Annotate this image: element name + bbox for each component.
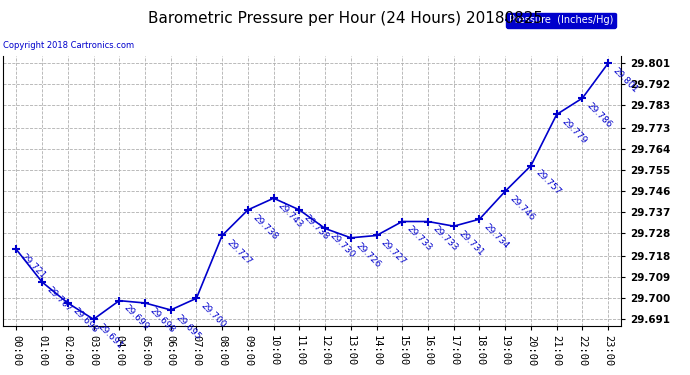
Pressure  (Inches/Hg) (346, 236, 355, 240)
Pressure  (Inches/Hg) (578, 96, 586, 100)
Pressure  (Inches/Hg) (166, 308, 175, 312)
Pressure  (Inches/Hg) (12, 247, 21, 252)
Pressure  (Inches/Hg) (141, 301, 149, 305)
Pressure  (Inches/Hg) (244, 208, 252, 212)
Text: 29.779: 29.779 (560, 117, 588, 146)
Text: 29.695: 29.695 (173, 313, 202, 341)
Pressure  (Inches/Hg) (295, 208, 304, 212)
Pressure  (Inches/Hg) (193, 296, 201, 301)
Pressure  (Inches/Hg) (501, 189, 509, 194)
Text: 29.733: 29.733 (405, 224, 434, 253)
Text: 29.786: 29.786 (585, 101, 614, 129)
Text: 29.801: 29.801 (611, 66, 640, 94)
Text: Copyright 2018 Cartronics.com: Copyright 2018 Cartronics.com (3, 41, 135, 50)
Text: 29.730: 29.730 (328, 231, 357, 260)
Text: 29.743: 29.743 (277, 201, 305, 229)
Text: Barometric Pressure per Hour (24 Hours) 20180825: Barometric Pressure per Hour (24 Hours) … (148, 11, 542, 26)
Text: 29.699: 29.699 (122, 303, 150, 332)
Pressure  (Inches/Hg) (604, 61, 612, 66)
Pressure  (Inches/Hg) (90, 317, 98, 321)
Text: 29.738: 29.738 (302, 213, 331, 241)
Text: 29.734: 29.734 (482, 222, 511, 251)
Pressure  (Inches/Hg) (398, 219, 406, 224)
Text: 29.721: 29.721 (19, 252, 48, 281)
Pressure  (Inches/Hg) (475, 217, 484, 221)
Text: 29.746: 29.746 (508, 194, 537, 223)
Pressure  (Inches/Hg) (424, 219, 432, 224)
Text: 29.700: 29.700 (199, 301, 228, 330)
Text: 29.738: 29.738 (250, 213, 279, 241)
Text: 29.691: 29.691 (97, 322, 125, 351)
Pressure  (Inches/Hg) (270, 196, 278, 201)
Pressure  (Inches/Hg) (63, 301, 72, 305)
Text: 29.727: 29.727 (225, 238, 253, 267)
Text: 29.733: 29.733 (431, 224, 460, 253)
Legend: Pressure  (Inches/Hg): Pressure (Inches/Hg) (506, 12, 616, 28)
Pressure  (Inches/Hg) (115, 298, 124, 303)
Text: 29.731: 29.731 (457, 229, 485, 258)
Pressure  (Inches/Hg) (38, 280, 46, 284)
Pressure  (Inches/Hg) (218, 233, 226, 238)
Text: 29.707: 29.707 (45, 285, 73, 314)
Text: 29.757: 29.757 (534, 168, 562, 197)
Text: 29.727: 29.727 (380, 238, 408, 267)
Text: 29.698: 29.698 (148, 306, 177, 334)
Pressure  (Inches/Hg) (450, 224, 458, 228)
Pressure  (Inches/Hg) (553, 112, 561, 117)
Text: 29.698: 29.698 (70, 306, 99, 334)
Text: 29.726: 29.726 (353, 241, 382, 269)
Line: Pressure  (Inches/Hg): Pressure (Inches/Hg) (12, 59, 612, 323)
Pressure  (Inches/Hg) (321, 226, 329, 231)
Pressure  (Inches/Hg) (373, 233, 381, 238)
Pressure  (Inches/Hg) (526, 164, 535, 168)
